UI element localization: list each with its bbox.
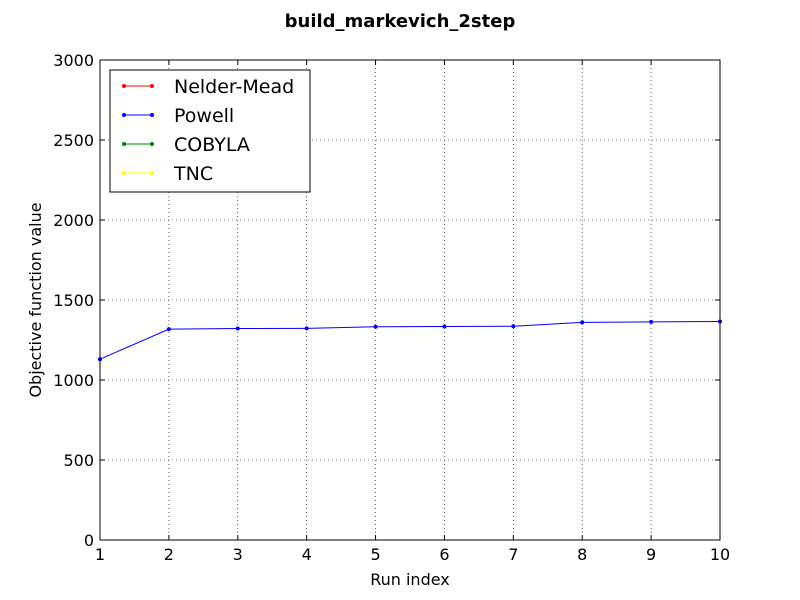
y-tick-label: 0 <box>84 531 94 550</box>
legend-marker <box>122 113 126 117</box>
data-point <box>580 320 585 325</box>
data-point <box>166 327 171 332</box>
data-point <box>235 326 240 331</box>
x-tick-label: 6 <box>439 545 449 564</box>
legend-marker <box>122 84 126 88</box>
legend-label: TNC <box>173 163 213 185</box>
data-point <box>649 319 654 324</box>
x-tick-label: 3 <box>233 545 243 564</box>
x-tick-label: 9 <box>646 545 656 564</box>
legend-marker <box>122 171 126 175</box>
data-point <box>442 324 447 329</box>
x-tick-label: 10 <box>710 545 730 564</box>
series-layer <box>98 319 722 362</box>
legend-box <box>109 69 311 193</box>
x-tick-label: 7 <box>508 545 518 564</box>
y-tick-label: 2500 <box>53 131 94 150</box>
legend-marker <box>150 84 154 88</box>
legend-marker <box>150 171 154 175</box>
legend-marker <box>150 113 154 117</box>
y-tick-label: 1000 <box>53 371 94 390</box>
data-point <box>373 324 378 329</box>
x-tick-label: 5 <box>370 545 380 564</box>
x-tick-label: 2 <box>164 545 174 564</box>
data-point <box>511 324 516 329</box>
legend-marker <box>150 142 154 146</box>
x-tick-label: 1 <box>95 545 105 564</box>
legend: Nelder-Mead Powell COBYLA TNC <box>109 69 311 193</box>
legend-label: COBYLA <box>174 134 250 156</box>
x-tick-label: 4 <box>302 545 312 564</box>
chart-title: build_markevich_2step <box>285 11 516 32</box>
y-tick-label: 1500 <box>53 291 94 310</box>
data-point <box>304 326 309 331</box>
legend-label: Powell <box>174 105 234 127</box>
legend-label: Nelder-Mead <box>174 76 294 98</box>
y-tick-label: 500 <box>63 451 94 470</box>
y-tick-label: 3000 <box>53 51 94 70</box>
x-axis-label: Run index <box>370 570 450 589</box>
ticks: 1 2 3 4 5 6 7 8 9 10 0 500 1000 1500 2000 2500 3000 <box>53 51 730 564</box>
series-line-powell <box>99 320 721 360</box>
y-axis-label: Objective function value <box>26 202 45 397</box>
y-tick-label: 2000 <box>53 211 94 230</box>
x-tick-label: 8 <box>577 545 587 564</box>
legend-marker <box>122 142 126 146</box>
